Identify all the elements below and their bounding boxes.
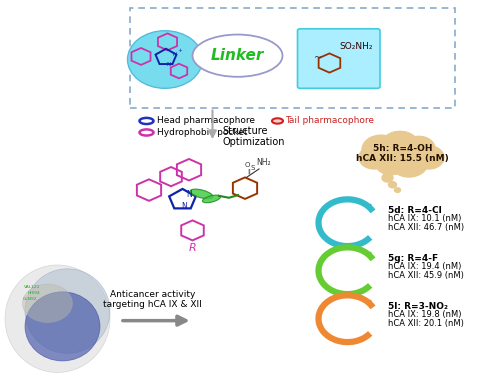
Circle shape (394, 188, 400, 192)
Ellipse shape (25, 292, 100, 361)
Circle shape (414, 146, 444, 169)
Ellipse shape (25, 269, 110, 353)
Circle shape (381, 131, 419, 161)
Circle shape (403, 136, 435, 161)
Text: GLN92: GLN92 (22, 296, 37, 301)
Circle shape (359, 146, 389, 169)
Text: VAL121: VAL121 (24, 285, 40, 289)
FancyBboxPatch shape (298, 29, 380, 88)
Ellipse shape (272, 118, 283, 124)
Text: hCA IX: 19.4 (nM): hCA IX: 19.4 (nM) (388, 262, 461, 271)
Text: ~: ~ (314, 53, 322, 63)
Text: 5d: R=4-Cl: 5d: R=4-Cl (388, 205, 442, 215)
Circle shape (382, 174, 393, 182)
Text: NH₂: NH₂ (256, 158, 272, 167)
Text: 5g: R=4-F: 5g: R=4-F (388, 253, 438, 263)
Text: hCA IX: 19.8 (nM): hCA IX: 19.8 (nM) (388, 310, 461, 319)
Ellipse shape (128, 31, 202, 88)
Text: SO₂NH₂: SO₂NH₂ (339, 42, 372, 51)
Text: Anticancer activity
targeting hCA IX & XII: Anticancer activity targeting hCA IX & X… (103, 290, 202, 309)
Ellipse shape (202, 195, 220, 203)
Text: hCA XII: 20.1 (nM): hCA XII: 20.1 (nM) (388, 319, 464, 328)
Text: Tail pharmacophore: Tail pharmacophore (285, 116, 374, 126)
Text: HIS94: HIS94 (28, 291, 40, 295)
Text: hCA XII: 46.7 (nM): hCA XII: 46.7 (nM) (388, 223, 464, 232)
Text: N: N (167, 61, 171, 67)
Text: ‖: ‖ (248, 168, 250, 174)
Text: N: N (173, 52, 177, 58)
Circle shape (362, 135, 400, 164)
Text: +: + (178, 48, 182, 53)
Bar (130, 8, 455, 108)
Text: 5l: R=3-NO₂: 5l: R=3-NO₂ (388, 301, 448, 311)
Circle shape (375, 150, 407, 175)
Text: Structure
Optimization: Structure Optimization (222, 126, 285, 147)
Ellipse shape (5, 265, 110, 372)
Text: hCA IX: 10.1 (nM): hCA IX: 10.1 (nM) (388, 214, 461, 223)
Text: hCA XII: 45.9 (nM): hCA XII: 45.9 (nM) (388, 271, 464, 280)
Text: N: N (181, 202, 187, 211)
Text: 5h: R=4-OH
hCA XII: 15.5 (nM): 5h: R=4-OH hCA XII: 15.5 (nM) (356, 144, 449, 163)
Text: R: R (188, 243, 196, 253)
Ellipse shape (190, 189, 213, 199)
Ellipse shape (22, 284, 72, 323)
Text: N: N (186, 190, 192, 199)
Text: Hydrophobic pocket: Hydrophobic pocket (156, 128, 247, 137)
Text: S: S (250, 165, 254, 171)
Circle shape (390, 148, 428, 177)
Text: Linker: Linker (211, 48, 264, 63)
Circle shape (388, 182, 396, 188)
Ellipse shape (192, 35, 282, 77)
Text: Head pharmacophore: Head pharmacophore (156, 116, 254, 126)
Text: O: O (245, 162, 250, 168)
